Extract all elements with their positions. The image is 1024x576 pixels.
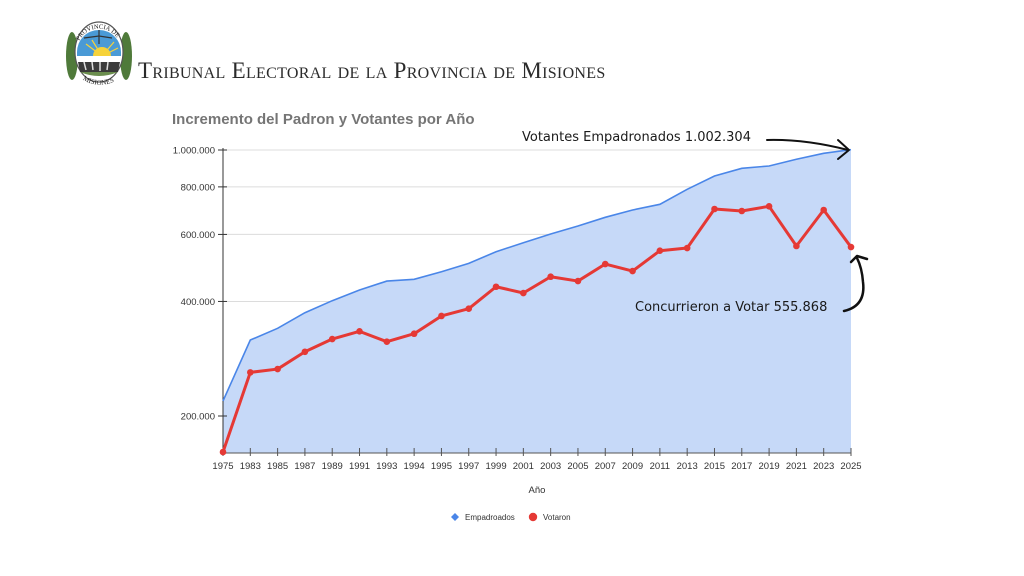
legend-label-votaron: Votaron — [543, 513, 571, 522]
y-tick-label: 400.000 — [181, 297, 215, 308]
annotation-arrow-votaron — [842, 256, 865, 313]
votaron-point[interactable] — [274, 365, 281, 373]
annotations: Votantes Empadronados 1.002.304 Concurri… — [522, 130, 869, 315]
x-tick-label: 1991 — [349, 461, 370, 472]
votaron-point[interactable] — [793, 242, 800, 250]
votaron-point[interactable] — [547, 273, 554, 281]
x-tick-label: 2001 — [513, 461, 534, 472]
votaron-point[interactable] — [520, 289, 527, 297]
legend: Empadroados Votaron — [451, 512, 571, 522]
x-axis-title: Año — [529, 485, 546, 496]
x-tick-label: 2007 — [595, 461, 616, 472]
annotation-votaron: Concurrieron a Votar 555.868 — [635, 300, 827, 315]
x-tick-label: 2011 — [650, 461, 670, 472]
x-tick-label: 2015 — [704, 461, 725, 472]
votaron-point[interactable] — [328, 335, 336, 343]
x-tick-label: 1999 — [485, 461, 506, 472]
x-tick-label: 2023 — [813, 461, 834, 472]
empadronados-area — [223, 149, 851, 453]
y-tick-label: 800.000 — [181, 182, 215, 193]
x-tick-label: 1997 — [458, 461, 479, 472]
y-tick-label: 200.000 — [181, 412, 215, 423]
votaron-point[interactable] — [711, 205, 718, 213]
x-tick-label: 2013 — [677, 461, 698, 472]
votaron-point[interactable] — [738, 207, 746, 215]
x-tick-label: 1985 — [267, 461, 288, 472]
y-tick-label: 600.000 — [181, 230, 215, 241]
legend-label-empadronados: Empadroados — [465, 513, 515, 522]
x-tick-label: 2005 — [567, 461, 588, 472]
votaron-point[interactable] — [219, 448, 227, 456]
provincia-misiones-seal-logo: PROVINCIA DE MISIONES — [66, 21, 132, 87]
organization-title: Tribunal Electoral de la Provincia de Mi… — [138, 58, 606, 83]
diamond-marker-icon — [451, 513, 459, 521]
votaron-point[interactable] — [820, 206, 827, 214]
votaron-point[interactable] — [492, 283, 500, 291]
x-tick-label: 1995 — [431, 461, 452, 472]
votaron-point[interactable] — [629, 267, 636, 275]
legend-item-empadronados[interactable]: Empadroados — [451, 513, 515, 522]
annotation-arrowhead-votaron — [849, 254, 869, 264]
x-tick-label: 1994 — [404, 461, 425, 472]
x-tick-label: 1983 — [240, 461, 261, 472]
annotation-arrowhead-empadronados — [837, 139, 850, 160]
x-tick-label: 1975 — [212, 461, 233, 472]
annotation-arrow-empadronados — [766, 138, 849, 151]
legend-item-votaron[interactable]: Votaron — [528, 512, 571, 522]
votaron-point[interactable] — [410, 330, 418, 338]
votaron-points — [219, 149, 855, 456]
votaron-point[interactable] — [438, 312, 445, 320]
y-axis: 200.000 400.000 600.000 800.000 1.000.000 — [173, 146, 227, 453]
x-axis: 1975 1983 1985 1987 1989 1991 1993 1994 1995 1997… — [212, 448, 862, 472]
votaron-point[interactable] — [574, 277, 582, 285]
x-tick-label: 2021 — [786, 461, 807, 472]
x-tick-label: 1993 — [376, 461, 397, 472]
circle-marker-icon — [528, 512, 538, 522]
x-tick-label: 2025 — [840, 461, 861, 472]
x-tick-label: 2017 — [731, 461, 752, 472]
votaron-point[interactable] — [847, 243, 855, 251]
x-tick-label: 1987 — [294, 461, 315, 472]
votaron-point[interactable] — [765, 203, 773, 210]
chart-title: Incremento del Padron y Votantes por Año — [172, 111, 475, 128]
x-tick-label: 1989 — [322, 461, 343, 472]
y-tick-label: 1.000.000 — [173, 146, 215, 157]
votaron-line — [221, 204, 853, 453]
votaron-point[interactable] — [683, 244, 691, 252]
annotation-empadronados: Votantes Empadronados 1.002.304 — [522, 130, 751, 145]
votaron-point[interactable] — [301, 348, 309, 356]
header: PROVINCIA DE MISIONES Tribunal Electoral… — [64, 14, 704, 90]
votaron-point[interactable] — [656, 247, 664, 255]
votaron-point[interactable] — [465, 305, 473, 313]
x-tick-label: 2009 — [622, 461, 643, 472]
empadronados-line — [222, 148, 852, 402]
votaron-point[interactable] — [356, 328, 363, 335]
votaron-point[interactable] — [601, 260, 609, 268]
x-tick-label: 2003 — [540, 461, 561, 472]
votaron-point[interactable] — [247, 369, 254, 376]
votaron-point[interactable] — [383, 338, 391, 346]
x-tick-label: 2019 — [759, 461, 780, 472]
